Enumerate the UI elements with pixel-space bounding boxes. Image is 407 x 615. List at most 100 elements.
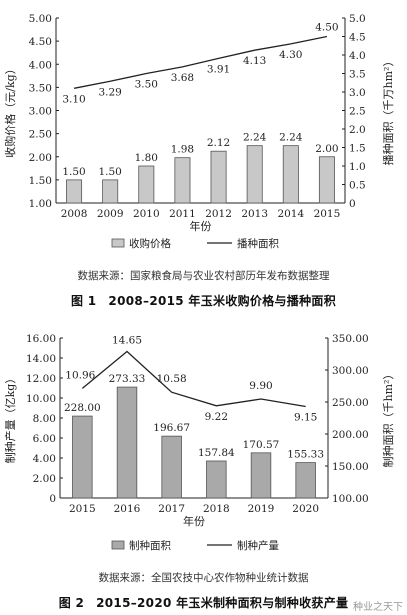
chart2-left-tick-label: 6.00: [33, 433, 56, 445]
chart1-bar: [174, 157, 191, 204]
chart2-right-axis-title: 制种面积（千hm²）: [381, 369, 395, 468]
chart1-x-tick-label: 2015: [314, 208, 341, 220]
chart-1-svg: 1.00 1.50 2.00 2.50 3.00 3.50 4.00 4.50 5.00 0 0.5…: [3, 13, 395, 250]
chart1-line-label: 3.29: [98, 86, 121, 98]
chart2-bar-label: 170.57: [243, 439, 280, 451]
chart1-right-tick-label: 0.5: [349, 180, 366, 192]
chart1-x-tick-label: 2013: [241, 208, 268, 220]
chart-2-svg: 0 2.00 4.00 6.00 8.00 10.00 12.00 14.00 16.00 100…: [3, 333, 395, 552]
figure-1-source: 数据来源：国家粮食局与农业农村部历年发布数据整理: [77, 270, 330, 282]
chart2-left-axis-title: 制种产量（亿kg）: [3, 373, 17, 464]
figure-1-caption-text: 2008–2015 年玉米收购价格与播种面积: [108, 294, 336, 308]
chart2-bar: [295, 462, 316, 499]
chart2-left-tick-label: 0: [49, 493, 56, 505]
figure-2-caption-text: 2015–2020 年玉米制种面积与制种收获产量: [96, 596, 349, 610]
chart2-right-tick-label: 300.00: [332, 365, 369, 377]
chart1-right-tick-label: 1.5: [349, 143, 366, 155]
chart2-bar: [161, 435, 182, 499]
chart2-bar: [116, 386, 138, 499]
chart1-bar-label: 1.98: [171, 144, 194, 156]
chart1-right-tick-label: 5.0: [349, 13, 366, 25]
chart2-left-tick-label: 12.00: [26, 373, 56, 385]
chart2-legend-bar-label: 制种面积: [129, 539, 171, 552]
chart2-legend-line-label: 制种产量: [237, 539, 279, 552]
chart1-bar: [246, 145, 263, 204]
chart1-line-label: 3.68: [171, 72, 194, 84]
chart2-line-label: 10.58: [157, 373, 187, 385]
figure-2: 0 2.00 4.00 6.00 8.00 10.00 12.00 14.00 16.00 100…: [0, 322, 407, 564]
chart2-right-tick-label: 100.00: [332, 493, 369, 505]
chart2-bar: [206, 460, 227, 499]
chart1-x-tick-label: 2009: [97, 208, 124, 220]
chart2-x-tick-label: 2019: [248, 503, 275, 515]
chart2-x-tick-label: 2020: [292, 503, 319, 515]
chart1-x-tick-label: 2011: [169, 208, 196, 220]
chart1-right-tick-label: 1.0: [349, 161, 366, 173]
chart2-left-tick-label: 10.00: [26, 393, 56, 405]
chart1-left-tick-label: 1.00: [29, 198, 52, 210]
chart2-line: [81, 350, 306, 408]
chart1-x-tick-label: 2008: [61, 208, 88, 220]
chart1-bar-label: 2.00: [315, 143, 338, 155]
chart2-line-label: 9.22: [205, 411, 228, 423]
chart1-line-label: 3.50: [135, 79, 158, 91]
chart2-x-tick-label: 2015: [69, 503, 96, 515]
chart1-right-tick-label: 3.0: [349, 87, 366, 99]
chart1-left-tick-label: 4.00: [29, 59, 52, 71]
chart1-line: [73, 35, 328, 89]
chart1-bar-label: 1.50: [62, 166, 85, 178]
chart1-right-tick-label: 2.0: [349, 124, 366, 136]
chart2-bar: [250, 452, 272, 499]
chart1-x-tick-label: 2014: [277, 208, 304, 220]
chart1-right-tick-label: 3.5: [349, 69, 366, 81]
chart1-x-tick-label: 2010: [133, 208, 160, 220]
chart1-bar: [210, 150, 227, 204]
chart1-line-label: 3.91: [207, 63, 230, 75]
chart2-x-tick-label: 2018: [203, 503, 230, 515]
chart2-x-axis-title: 年份: [183, 514, 205, 528]
chart1-right-tick-label: 2.5: [349, 106, 366, 118]
chart1-x-tick-label: 2012: [205, 208, 232, 220]
chart2-left-tick-label: 2.00: [33, 473, 56, 485]
figure-2-caption: 图 2 2015–2020 年玉米制种面积与制种收获产量: [0, 594, 407, 611]
chart1-line-label: 4.50: [315, 22, 338, 34]
chart1-left-tick-label: 2.50: [29, 129, 52, 141]
chart1-right-tick-label: 0: [349, 198, 356, 210]
chart2-line-label: 9.15: [294, 412, 317, 424]
figure-1: 1.00 1.50 2.00 2.50 3.00 3.50 4.00 4.50 5.00 0 0.5…: [0, 0, 407, 258]
chart1-right-tick-label: 4.5: [349, 32, 366, 44]
chart1-left-tick-label: 5.00: [29, 13, 52, 25]
chart1-bar-label: 2.24: [243, 132, 267, 144]
figure-1-caption: 图 1 2008–2015 年玉米收购价格与播种面积: [0, 292, 407, 309]
chart1-bar: [138, 165, 155, 204]
chart2-line-label: 9.90: [249, 380, 272, 392]
chart2-left-tick-label: 4.00: [33, 453, 56, 465]
chart2-line-label: 14.65: [112, 335, 142, 347]
chart1-bar: [102, 179, 119, 204]
chart1-legend-bar-label: 收购价格: [129, 237, 171, 250]
chart2-bar-label: 157.84: [198, 447, 235, 459]
chart1-left-tick-label: 1.50: [29, 175, 52, 187]
chart2-x-tick-label: 2016: [114, 503, 141, 515]
chart2-right-tick-label: 250.00: [332, 397, 369, 409]
chart2-right-tick-label: 200.00: [332, 429, 369, 441]
chart2-x-tick-label: 2017: [158, 503, 185, 515]
chart2-bar: [72, 415, 93, 499]
chart1-left-tick-label: 4.50: [29, 36, 52, 48]
chart1-line-label: 4.30: [279, 49, 302, 61]
chart2-left-tick-label: 16.00: [26, 333, 56, 345]
figure-1-caption-number: 图 1: [70, 294, 97, 308]
chart1-legend-line-label: 播种面积: [237, 237, 279, 250]
chart1-bar-label: 2.24: [279, 132, 303, 144]
chart1-legend-bar-swatch: [111, 238, 125, 248]
chart1-line-label: 4.13: [243, 55, 266, 67]
figure-2-caption-number: 图 2: [58, 596, 85, 610]
chart1-bar: [282, 145, 299, 204]
chart1-left-axis-title: 收购价格（元/kg）: [3, 63, 17, 157]
chart2-bar-label: 155.33: [287, 449, 324, 461]
chart1-bar-label: 1.80: [135, 152, 158, 164]
chart1-x-axis-title: 年份: [190, 219, 212, 233]
chart1-left-tick-label: 3.50: [29, 82, 52, 94]
chart2-left-tick-label: 14.00: [26, 353, 56, 365]
chart1-right-axis-title: 播种面积（千万hm²）: [381, 56, 395, 166]
